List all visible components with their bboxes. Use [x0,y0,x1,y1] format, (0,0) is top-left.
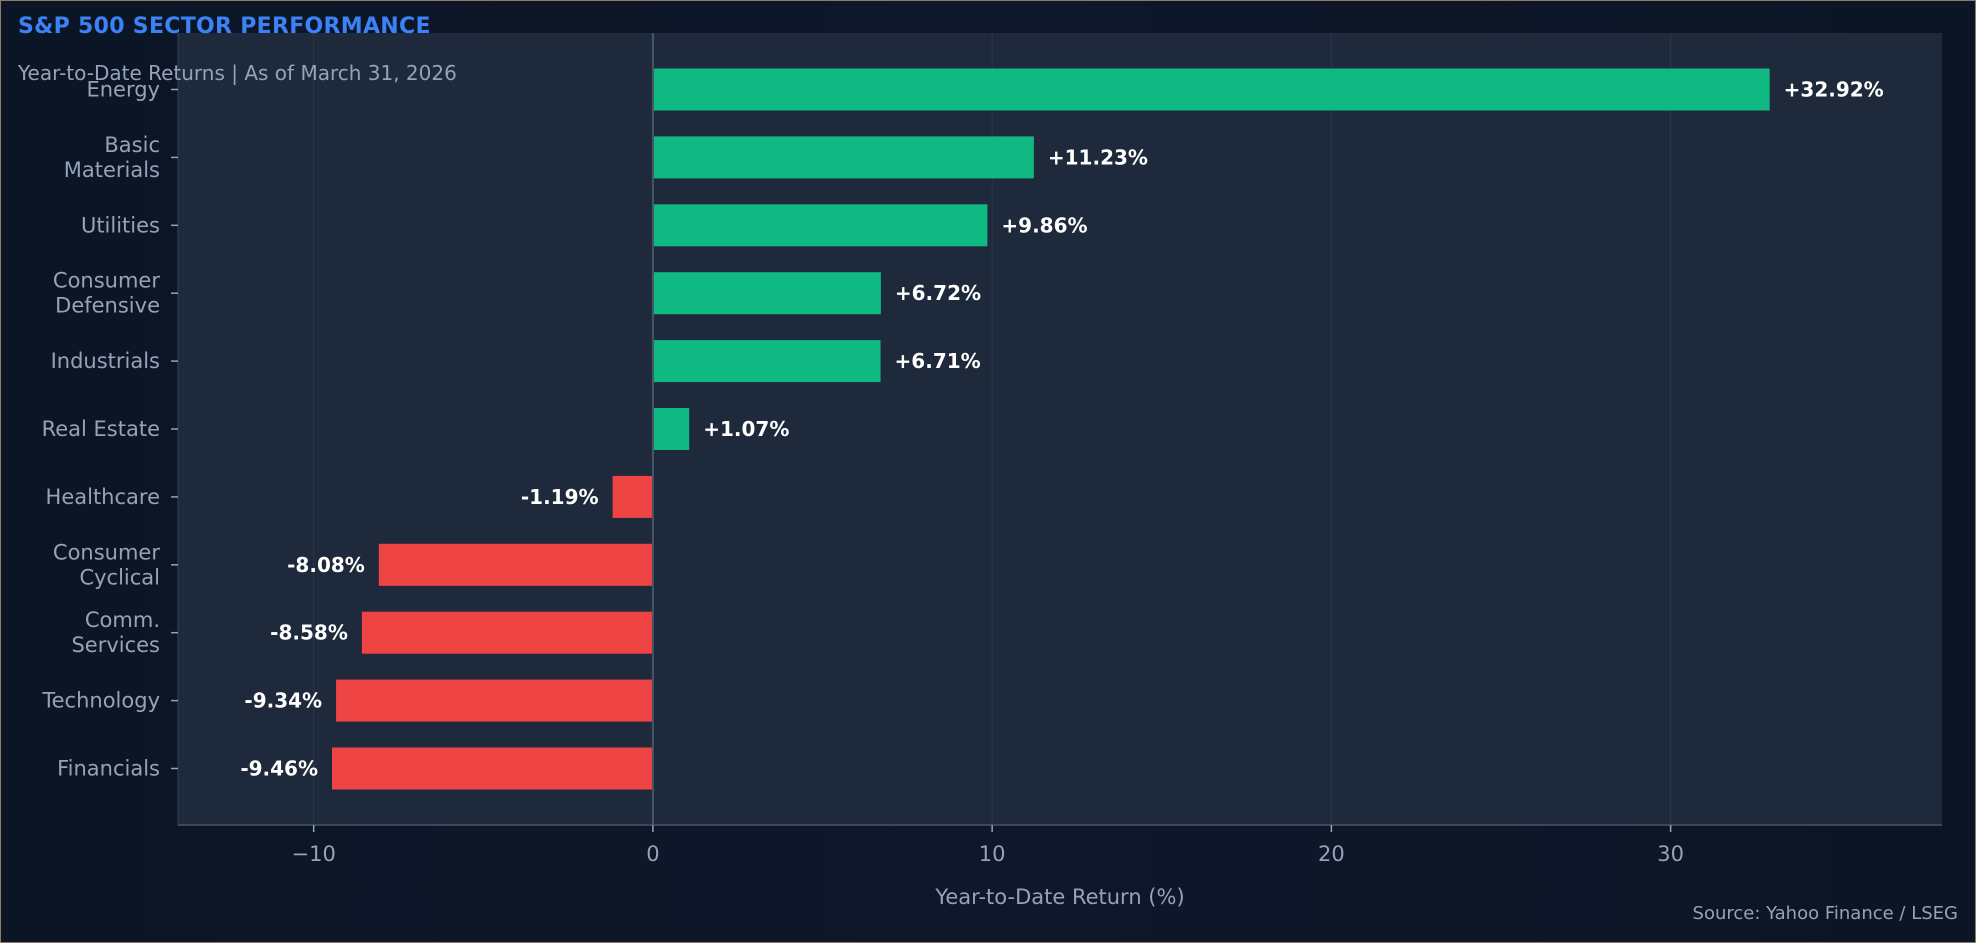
category-label: Energy [86,78,160,102]
category-label-line: Comm. [85,608,160,632]
x-tick-label: 0 [646,842,659,866]
category-label-line: Materials [64,158,160,182]
bar-value-label: +1.07% [703,417,789,441]
category-label: Real Estate [42,417,160,441]
bar-value-label: -1.19% [521,485,599,509]
bar-value-label: -9.34% [244,689,322,713]
bar [332,747,653,790]
x-tick-label: 10 [979,842,1006,866]
bar [336,679,653,722]
category-label-line: Consumer [53,269,160,293]
bar-value-label: +11.23% [1048,145,1148,169]
category-label-line: Defensive [55,294,160,318]
category-label: Industrials [51,349,160,373]
bar [378,543,653,586]
bar [652,136,1034,179]
x-tick-label: 30 [1657,842,1684,866]
category-label-line: Consumer [53,540,160,564]
category-label: Technology [41,689,160,713]
bar [652,204,988,247]
bars-group [332,33,1770,825]
chart-title: S&P 500 SECTOR PERFORMANCE [18,14,431,39]
category-label: Consumer Defensive [53,269,160,318]
chart-subtitle: Year-to-Date Returns | As of March 31, 2… [18,61,457,85]
category-label-line: Industrials [51,349,160,373]
category-label-line: Real Estate [42,417,160,441]
bar [652,340,881,383]
category-label-line: Utilities [81,213,160,237]
category-label: Healthcare [46,485,160,509]
category-label-line: Services [71,633,160,657]
bar [361,611,653,654]
x-tick-label: 20 [1318,842,1345,866]
bar-value-label: -8.08% [287,553,365,577]
category-label: Financials [57,757,160,781]
bar-value-label: +6.72% [895,281,981,305]
category-label-line: Cyclical [79,565,160,589]
category-label: Comm. Services [71,608,160,657]
category-label: Utilities [81,213,160,237]
x-tick-label: −10 [292,842,336,866]
category-label: Basic Materials [64,133,160,182]
bar [652,68,1770,111]
source-note: Source: Yahoo Finance / LSEG [1692,903,1958,924]
category-label-line: Basic [104,133,160,157]
x-axis-label: Year-to-Date Return (%) [934,885,1184,909]
bar-value-label: +6.71% [895,349,981,373]
bar [652,272,881,315]
category-label-line: Healthcare [46,485,160,509]
bar-value-label: -8.58% [270,621,348,645]
bar [652,408,690,450]
category-label-line: Technology [41,689,160,713]
category-label-line: Energy [86,78,160,102]
category-label: Consumer Cyclical [53,540,160,589]
x-ticks-group: −10 0 10 20 30 [292,825,1684,866]
bar-value-label: -9.46% [240,757,318,781]
bar [612,475,653,518]
bar-value-label: +9.86% [1001,213,1087,237]
bar-value-label: +32.92% [1784,78,1884,102]
category-label-line: Financials [57,757,160,781]
value-labels-group: +32.92% +11.23% +9.86% +6.72% +6.71% +1.07% -1… [240,78,1883,781]
